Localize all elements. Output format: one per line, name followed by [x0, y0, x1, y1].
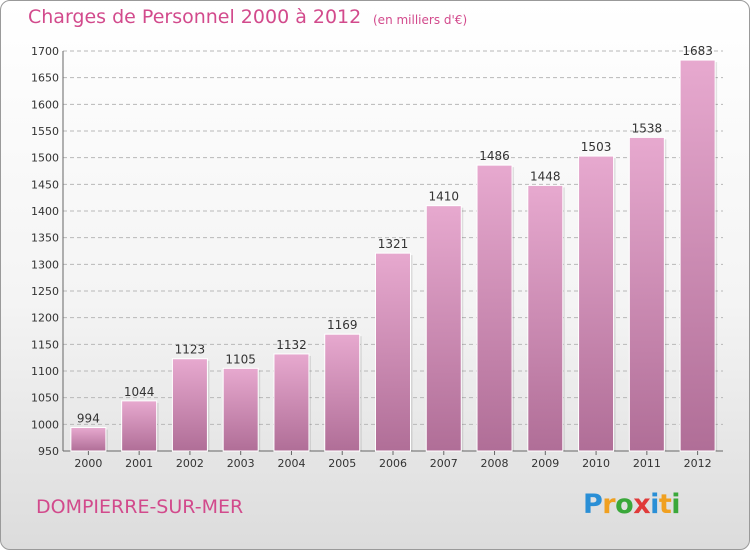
logo-letter: r: [602, 489, 616, 520]
logo-letter: o: [615, 489, 634, 520]
data-label: 1503: [581, 140, 612, 154]
bar: [324, 333, 361, 452]
chart-title: Charges de Personnel 2000 à 2012: [28, 6, 362, 28]
y-tick-label: 1250: [31, 285, 59, 298]
bar: [273, 353, 310, 452]
x-tick-label: 2007: [430, 457, 458, 470]
x-tick-label: 2009: [531, 457, 559, 470]
data-label: 1410: [428, 190, 459, 204]
data-label: 1123: [175, 343, 206, 357]
x-tick-label: 2001: [125, 457, 153, 470]
y-tick-label: 1000: [31, 418, 59, 431]
y-tick-label: 1500: [31, 152, 59, 165]
data-label: 1169: [327, 318, 358, 332]
city-name: DOMPIERRE-SUR-MER: [36, 496, 244, 518]
logo-letter: t: [658, 489, 672, 520]
bar: [222, 367, 259, 452]
y-tick-label: 1400: [31, 205, 59, 218]
bar: [121, 400, 158, 452]
data-label: 1486: [479, 149, 510, 163]
bar: [679, 59, 716, 452]
y-tick-label: 1650: [31, 72, 59, 85]
proxiti-logo[interactable]: Proxiti: [583, 489, 681, 520]
y-tick-label: 950: [38, 445, 59, 458]
bar: [527, 184, 564, 452]
x-tick-label: 2002: [176, 457, 204, 470]
x-tick-label: 2010: [582, 457, 610, 470]
x-tick-label: 2011: [633, 457, 661, 470]
logo-letter: i: [671, 489, 681, 520]
x-tick-label: 2003: [227, 457, 255, 470]
x-tick-label: 2006: [379, 457, 407, 470]
logo-letter: i: [650, 489, 659, 520]
y-tick-label: 1100: [31, 365, 59, 378]
bar: [476, 164, 513, 452]
x-tick-label: 2012: [684, 457, 712, 470]
y-tick-label: 1550: [31, 125, 59, 138]
data-label: 1321: [378, 237, 409, 251]
chart-subtitle: (en milliers d'€): [373, 13, 468, 27]
y-tick-label: 1700: [31, 45, 59, 58]
x-tick-label: 2008: [481, 457, 509, 470]
y-tick-label: 1050: [31, 392, 59, 405]
x-tick-label: 2004: [277, 457, 305, 470]
data-label: 1683: [682, 44, 713, 58]
bar: [70, 427, 107, 452]
data-label: 1448: [530, 169, 561, 183]
y-tick-label: 1200: [31, 312, 59, 325]
y-tick-label: 1600: [31, 98, 59, 111]
data-label: 994: [77, 412, 100, 426]
bar: [425, 205, 462, 452]
logo-letter: P: [583, 489, 603, 520]
data-label: 1132: [276, 338, 307, 352]
bar: [375, 252, 411, 452]
bar: [171, 358, 208, 452]
bar: [628, 136, 665, 452]
data-label: 1105: [225, 352, 256, 366]
x-tick-label: 2000: [74, 457, 102, 470]
data-label: 1044: [124, 385, 155, 399]
y-tick-label: 1300: [31, 258, 59, 271]
data-label: 1538: [632, 121, 663, 135]
y-tick-label: 1150: [31, 338, 59, 351]
y-tick-label: 1450: [31, 178, 59, 191]
x-tick-label: 2005: [328, 457, 356, 470]
y-tick-label: 1350: [31, 232, 59, 245]
bar: [578, 155, 615, 452]
logo-letter: x: [633, 489, 651, 520]
